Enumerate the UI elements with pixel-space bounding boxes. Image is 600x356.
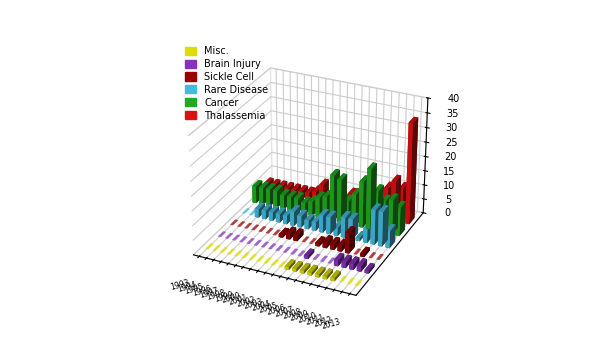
Legend: Misc., Brain Injury, Sickle Cell, Rare Disease, Cancer, Thalassemia: Misc., Brain Injury, Sickle Cell, Rare D…: [181, 42, 272, 125]
